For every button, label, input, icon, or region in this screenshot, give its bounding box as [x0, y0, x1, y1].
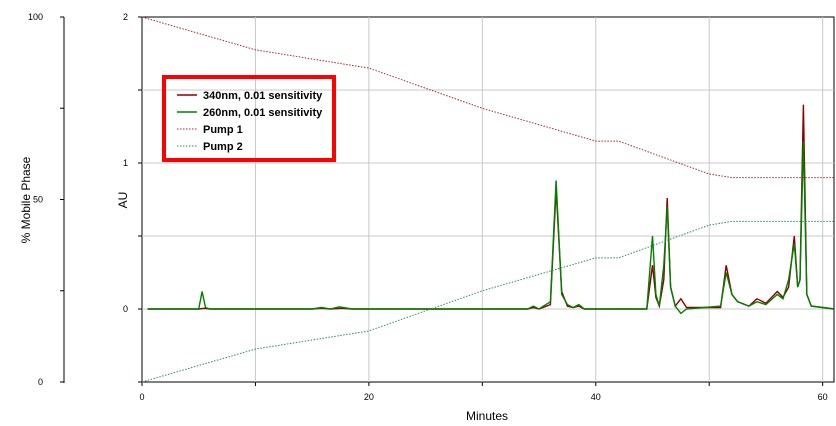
x-axis-ticks: 0 20 40 60 [139, 382, 828, 402]
y2-axis: 0 50 100 % Mobile Phase [19, 12, 65, 387]
y2-tick-label: 0 [38, 377, 43, 387]
plot-frame [141, 16, 835, 383]
y-axis-ticks: 0 1 2 [123, 12, 142, 383]
series-line-3 [141, 16, 834, 179]
y-tick-label: 0 [123, 304, 128, 314]
y-axis-label: AU [116, 192, 130, 209]
legend-label: Pump 1 [203, 124, 243, 136]
plot-area: 0 20 40 60 0 1 2 [123, 12, 835, 402]
series-line-4 [141, 220, 834, 383]
y2-tick-label: 50 [33, 195, 43, 205]
legend-label: Pump 2 [203, 141, 243, 153]
x-tick-label: 60 [818, 392, 828, 402]
legend: 340nm, 0.01 sensitivity 260nm, 0.01 sensi… [162, 75, 336, 162]
y2-axis-ticks: 0 50 100 [28, 12, 64, 387]
x-tick-label: 20 [364, 392, 374, 402]
x-tick-label: 0 [139, 392, 144, 402]
legend-label: 260nm, 0.01 sensitivity [203, 107, 323, 119]
x-tick-label: 40 [591, 392, 601, 402]
legend-label: 340nm, 0.01 sensitivity [203, 90, 323, 102]
x-axis-label: Minutes [466, 409, 508, 423]
y2-axis-label: % Mobile Phase [19, 156, 33, 243]
legend-items: 340nm, 0.01 sensitivity 260nm, 0.01 sensi… [177, 90, 323, 153]
y-tick-label: 1 [123, 158, 128, 168]
series-line-2 [147, 141, 835, 315]
y2-tick-label: 100 [28, 12, 43, 22]
y-tick-label: 2 [123, 12, 128, 22]
series-lines [141, 16, 835, 383]
legend-highlight-box [162, 75, 336, 162]
